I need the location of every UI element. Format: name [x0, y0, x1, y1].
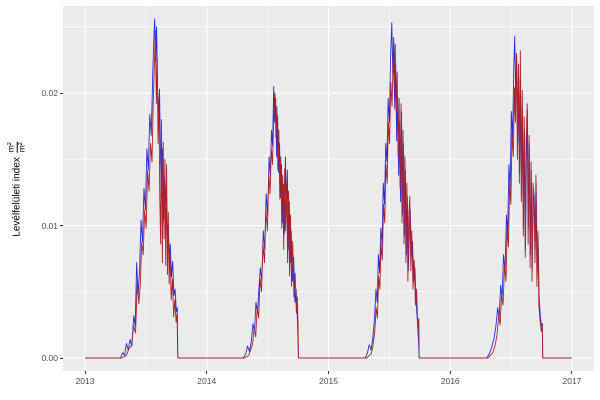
y-tick-mark — [60, 92, 63, 94]
x-tick-label: 2015 — [319, 376, 338, 386]
x-tick-label: 2016 — [440, 376, 460, 386]
x-tick-mark — [84, 371, 86, 374]
y-axis-unit-fraction: m² m² — [6, 141, 28, 154]
y-tick-mark — [60, 225, 63, 227]
x-tick-label: 2017 — [562, 376, 582, 386]
x-tick-label: 2014 — [197, 376, 217, 386]
chart-canvas — [63, 6, 594, 371]
series-red-line — [85, 30, 572, 359]
x-tick-mark — [571, 371, 573, 374]
y-tick-mark — [60, 357, 63, 359]
y-tick-label: 0.01 — [41, 220, 58, 231]
plot-panel — [63, 6, 594, 371]
x-tick-label: 2013 — [75, 376, 95, 386]
y-tick-label: 0.02 — [41, 88, 58, 99]
y-axis-title: Levélfelületi index m² m² — [6, 141, 28, 237]
x-tick-mark — [328, 371, 329, 374]
y-tick-label: 0.00 — [41, 353, 58, 364]
x-tick-mark — [206, 371, 208, 374]
y-axis-unit-denominator: m² — [16, 142, 27, 153]
x-tick-mark — [449, 371, 451, 374]
y-axis-title-text: Levélfelületi index — [11, 157, 23, 237]
